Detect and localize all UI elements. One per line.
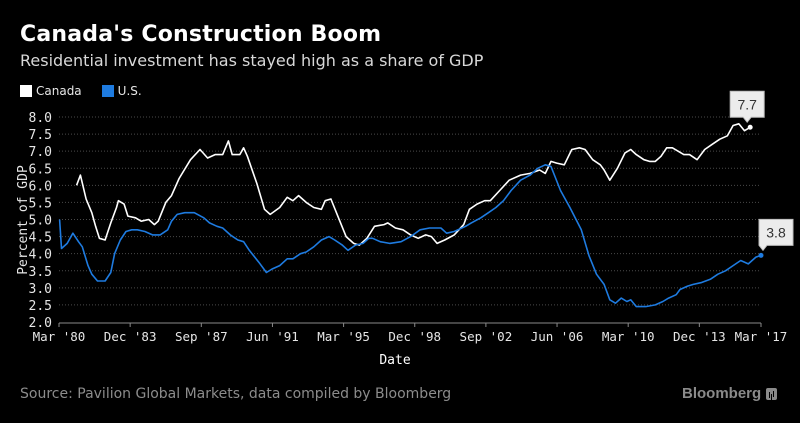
legend-swatch-canada xyxy=(20,85,32,97)
callout-value: 7.7 xyxy=(737,96,757,112)
legend-item-us: U.S. xyxy=(101,84,142,98)
y-tick-label: 6.5 xyxy=(29,162,52,177)
y-tick-label: 4.0 xyxy=(29,248,52,263)
series-lines xyxy=(58,123,764,308)
y-tick-label: 3.5 xyxy=(29,265,52,280)
bloomberg-logo: Bloomberg xyxy=(682,385,778,402)
x-tick-label: Jun '91 xyxy=(246,329,299,344)
chart-title: Canada's Construction Boom xyxy=(20,22,382,47)
y-tick-label: 2.5 xyxy=(29,299,52,314)
x-tick-label: Mar '10 xyxy=(602,329,655,344)
series-end-marker xyxy=(758,252,764,258)
legend-label-canada: Canada xyxy=(36,84,82,98)
y-axis-ticks: 8.0 7.5 7.0 6.5 6.0 5.5 5.0 4.5 4.0 3.5 3.0 2.5 2.0 xyxy=(29,111,52,331)
end-value-callout: 7.7 xyxy=(729,90,765,124)
callout-box xyxy=(758,218,794,252)
gridlines xyxy=(59,116,761,306)
y-tick-label: 3.0 xyxy=(29,282,52,297)
end-value-callouts: 7.7 3.8 xyxy=(729,90,794,252)
source-note: Source: Pavilion Global Markets, data co… xyxy=(20,386,452,402)
callout-box xyxy=(729,90,765,124)
x-tick-label: Dec '13 xyxy=(673,329,726,344)
chart-legend: Canada U.S. xyxy=(20,84,162,98)
x-tick-label: Sep '87 xyxy=(175,329,228,344)
legend-item-canada: Canada xyxy=(20,84,82,98)
series-line-us xyxy=(58,164,762,308)
x-tick-label: Sep '02 xyxy=(460,329,513,344)
x-tick-label: Jun '06 xyxy=(531,329,584,344)
x-tick-label: Mar '80 xyxy=(33,329,86,344)
x-axis: Mar '80 Dec '83 Sep '87 Jun '91 Mar '95 Dec '… xyxy=(33,322,788,344)
y-tick-label: 5.0 xyxy=(29,214,52,229)
y-tick-label: 5.5 xyxy=(29,196,52,211)
series-line-canada xyxy=(75,123,751,246)
brand-name: Bloomberg xyxy=(682,385,762,402)
x-tick-label: Dec '83 xyxy=(104,329,157,344)
y-axis-label: Percent of GDP xyxy=(16,165,31,275)
y-tick-label: 6.0 xyxy=(29,179,52,194)
y-tick-label: 4.5 xyxy=(29,231,52,246)
y-tick-label: 8.0 xyxy=(29,111,52,126)
callout-value: 3.8 xyxy=(766,224,786,240)
x-tick-label: Dec '98 xyxy=(388,329,441,344)
bloomberg-chart-icon xyxy=(766,387,778,400)
legend-label-us: U.S. xyxy=(117,84,142,98)
y-tick-label: 7.5 xyxy=(29,128,52,143)
legend-swatch-us xyxy=(101,85,114,97)
x-tick-label: Mar '17 xyxy=(735,329,788,344)
x-axis-label: Date xyxy=(379,353,410,368)
chart-subtitle: Residential investment has stayed high a… xyxy=(20,51,484,70)
y-tick-label: 2.0 xyxy=(29,316,52,331)
y-tick-label: 7.0 xyxy=(29,145,52,160)
end-value-callout: 3.8 xyxy=(758,218,794,252)
x-tick-label: Mar '95 xyxy=(317,329,370,344)
series-end-marker xyxy=(747,124,753,130)
